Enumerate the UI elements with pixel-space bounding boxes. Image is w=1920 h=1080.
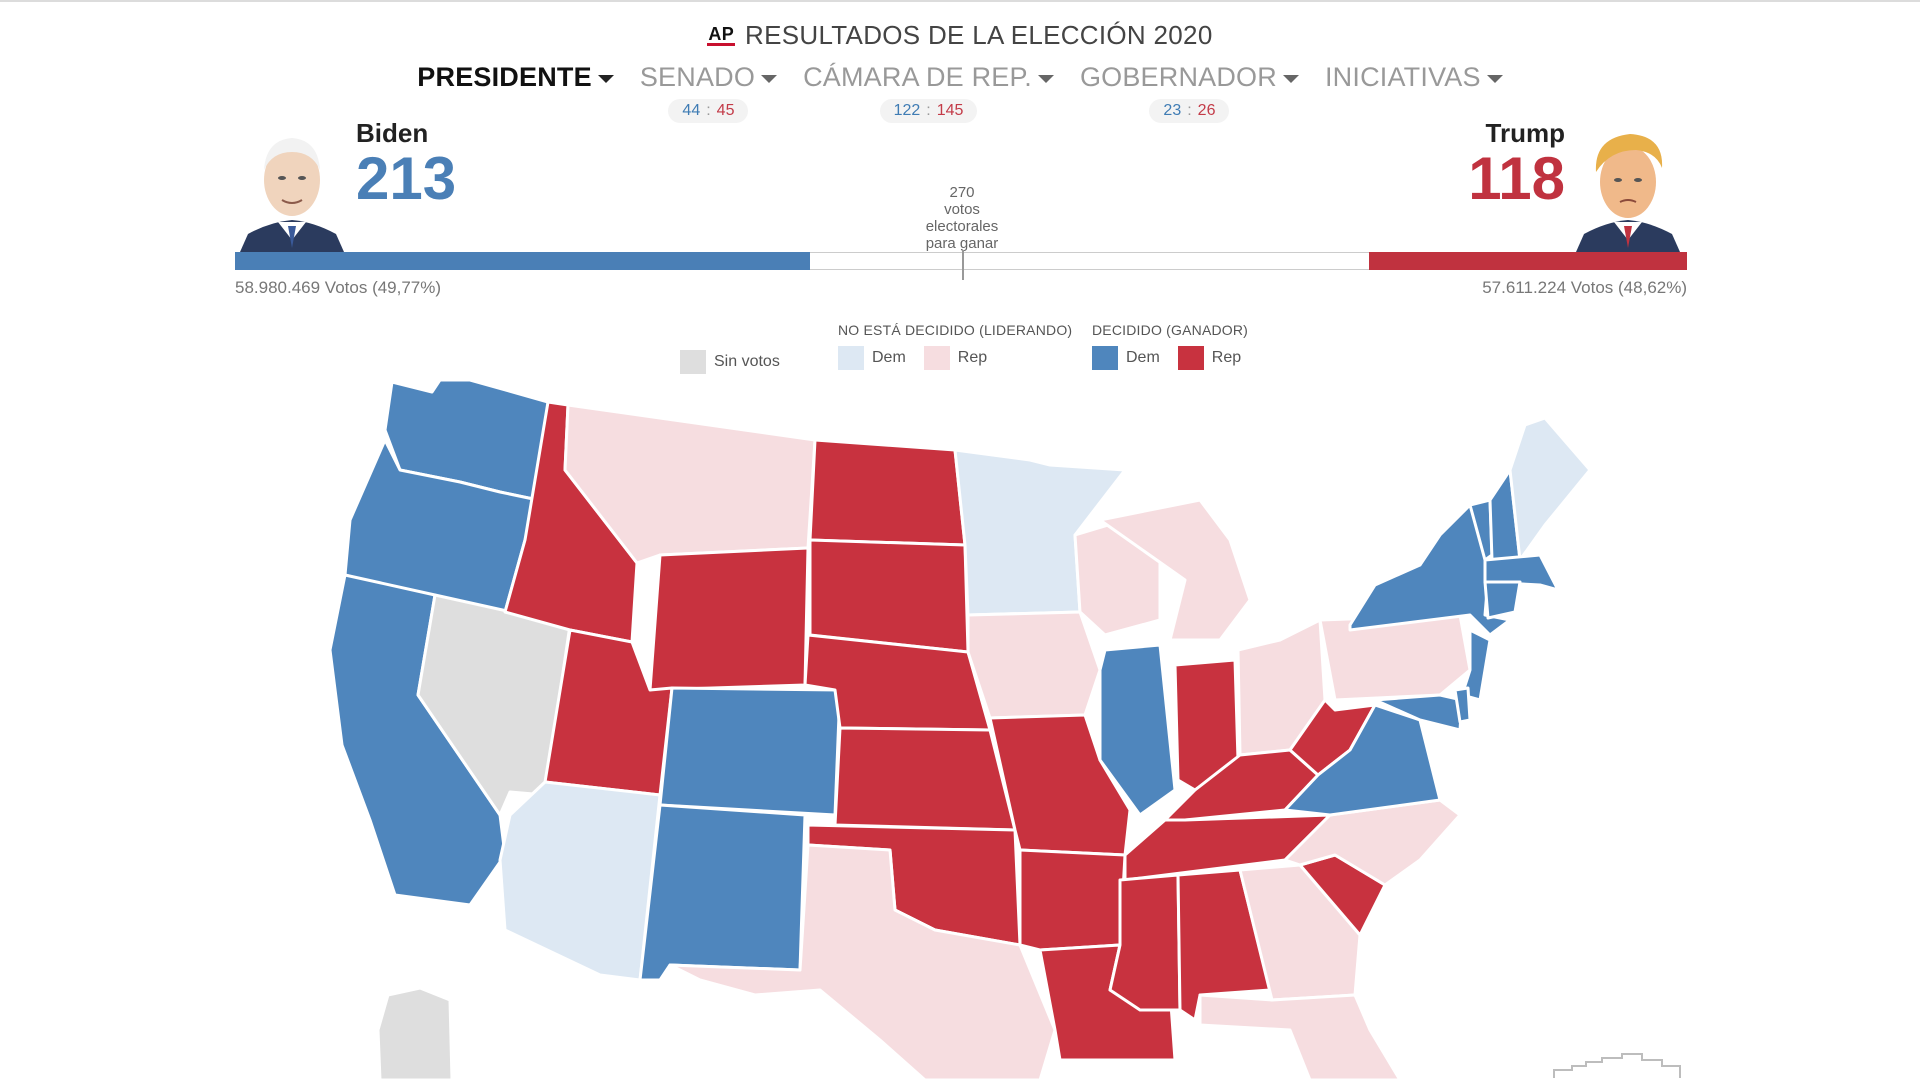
trump-portrait bbox=[1576, 134, 1680, 252]
state-co[interactable] bbox=[658, 686, 842, 817]
seat-count-badge: 122:145 bbox=[879, 99, 978, 123]
tab-camara[interactable]: CÁMARA DE REP. 122:145 bbox=[803, 62, 1054, 132]
win-threshold-label: 270 votos electorales para ganar bbox=[912, 184, 1012, 252]
swatch-dem-won bbox=[1092, 346, 1118, 370]
electoral-votes: 213 bbox=[356, 145, 457, 212]
rep-progress-fill bbox=[1368, 252, 1687, 270]
legend-no-votes: Sin votos bbox=[680, 350, 780, 374]
chevron-down-icon bbox=[1037, 75, 1054, 83]
seat-count-badge: 23:26 bbox=[1149, 99, 1230, 123]
state-ar[interactable] bbox=[1018, 848, 1127, 952]
electoral-votes: 118 bbox=[1468, 145, 1565, 212]
trump-popular-vote: 57.611.224 Votos (48,62%) bbox=[1482, 278, 1687, 297]
legend-label: Sin votos bbox=[714, 353, 780, 370]
state-az[interactable] bbox=[498, 780, 662, 982]
state-nj[interactable] bbox=[1460, 628, 1492, 702]
state-ak[interactable] bbox=[376, 986, 454, 1080]
tab-label: SENADO bbox=[639, 62, 756, 92]
biden-portrait bbox=[240, 138, 344, 252]
page-header: AP RESULTADOS DE LA ELECCIÓN 2020 bbox=[0, 18, 1920, 52]
legend-won: DECIDIDO (GANADOR) Dem Rep bbox=[1092, 322, 1248, 370]
threshold-text: electorales bbox=[925, 218, 999, 235]
biden-summary: Biden 213 bbox=[356, 118, 456, 209]
chevron-down-icon bbox=[1282, 75, 1299, 83]
candidate-name: Biden bbox=[356, 118, 429, 148]
state-wy[interactable] bbox=[648, 546, 810, 692]
dem-seats: 44 bbox=[682, 102, 701, 119]
candidate-name: Trump bbox=[1485, 118, 1565, 148]
dem-progress-fill bbox=[235, 252, 810, 270]
tab-iniciativas[interactable]: INICIATIVAS bbox=[1325, 62, 1503, 132]
legend-label: Rep bbox=[957, 349, 988, 366]
small-map-icon bbox=[1553, 1053, 1681, 1078]
race-tabs: PRESIDENTE SENADO 44:45 CÁMARA DE REP. 1… bbox=[0, 62, 1920, 132]
dem-seats: 23 bbox=[1163, 102, 1182, 119]
legend-label: Dem bbox=[1126, 349, 1160, 366]
tab-gobernador[interactable]: GOBERNADOR 23:26 bbox=[1080, 62, 1299, 132]
separator: : bbox=[1187, 102, 1192, 119]
tab-label: GOBERNADOR bbox=[1079, 62, 1277, 92]
swatch-rep-won bbox=[1177, 346, 1204, 370]
legend-title: NO ESTÁ DECIDIDO (LIDERANDO) bbox=[838, 322, 1073, 338]
chevron-down-icon bbox=[761, 75, 778, 83]
tab-presidente[interactable]: PRESIDENTE bbox=[417, 62, 614, 132]
legend-leading: NO ESTÁ DECIDIDO (LIDERANDO) Dem Rep bbox=[838, 322, 1072, 370]
legend-label: Rep bbox=[1211, 349, 1242, 366]
tab-label: CÁMARA DE REP. bbox=[803, 62, 1032, 92]
separator: : bbox=[706, 102, 711, 119]
separator: : bbox=[926, 102, 931, 119]
swatch-rep-leading bbox=[923, 346, 950, 370]
tab-senado[interactable]: SENADO 44:45 bbox=[639, 62, 778, 132]
state-ks[interactable] bbox=[833, 726, 1017, 832]
chevron-down-icon bbox=[1486, 75, 1503, 83]
top-border bbox=[0, 0, 1920, 2]
threshold-text: para ganar bbox=[925, 235, 999, 252]
trump-summary: Trump 118 bbox=[1468, 118, 1565, 209]
legend-label: Dem bbox=[872, 349, 906, 366]
swatch-no-votes bbox=[680, 350, 706, 374]
state-nd[interactable] bbox=[808, 438, 967, 547]
state-ia[interactable] bbox=[966, 610, 1102, 720]
state-mi[interactable] bbox=[1098, 498, 1252, 642]
threshold-text: votos bbox=[944, 201, 980, 218]
ap-logo: AP bbox=[707, 23, 736, 46]
state-ga[interactable] bbox=[1238, 863, 1362, 1002]
state-de[interactable] bbox=[1453, 686, 1472, 724]
state-fl[interactable] bbox=[1198, 993, 1402, 1080]
state-va[interactable] bbox=[1283, 703, 1442, 817]
chevron-down-icon bbox=[597, 75, 614, 83]
legend-title: DECIDIDO (GANADOR) bbox=[1092, 322, 1249, 338]
state-tx[interactable] bbox=[668, 843, 1057, 1080]
threshold-marker bbox=[962, 250, 964, 280]
dem-seats: 122 bbox=[893, 102, 921, 119]
rep-seats: 45 bbox=[716, 102, 735, 119]
page-title: RESULTADOS DE LA ELECCIÓN 2020 bbox=[745, 19, 1213, 50]
rep-seats: 26 bbox=[1197, 102, 1216, 119]
seat-count-badge: 44:45 bbox=[668, 99, 749, 123]
swatch-dem-leading bbox=[838, 346, 864, 370]
threshold-number: 270 bbox=[949, 184, 975, 201]
state-ct[interactable] bbox=[1483, 580, 1522, 620]
state-nm[interactable] bbox=[638, 803, 807, 982]
state-mo[interactable] bbox=[988, 713, 1132, 857]
tab-label: INICIATIVAS bbox=[1324, 62, 1481, 92]
state-me[interactable] bbox=[1508, 416, 1592, 562]
state-ms[interactable] bbox=[1108, 873, 1182, 1012]
state-sd[interactable] bbox=[808, 538, 970, 654]
state-il[interactable] bbox=[1098, 643, 1177, 817]
rep-seats: 145 bbox=[936, 102, 964, 119]
tab-label: PRESIDENTE bbox=[417, 62, 592, 92]
state-pa[interactable] bbox=[1318, 613, 1472, 702]
biden-popular-vote: 58.980.469 Votos (49,77%) bbox=[235, 278, 442, 297]
